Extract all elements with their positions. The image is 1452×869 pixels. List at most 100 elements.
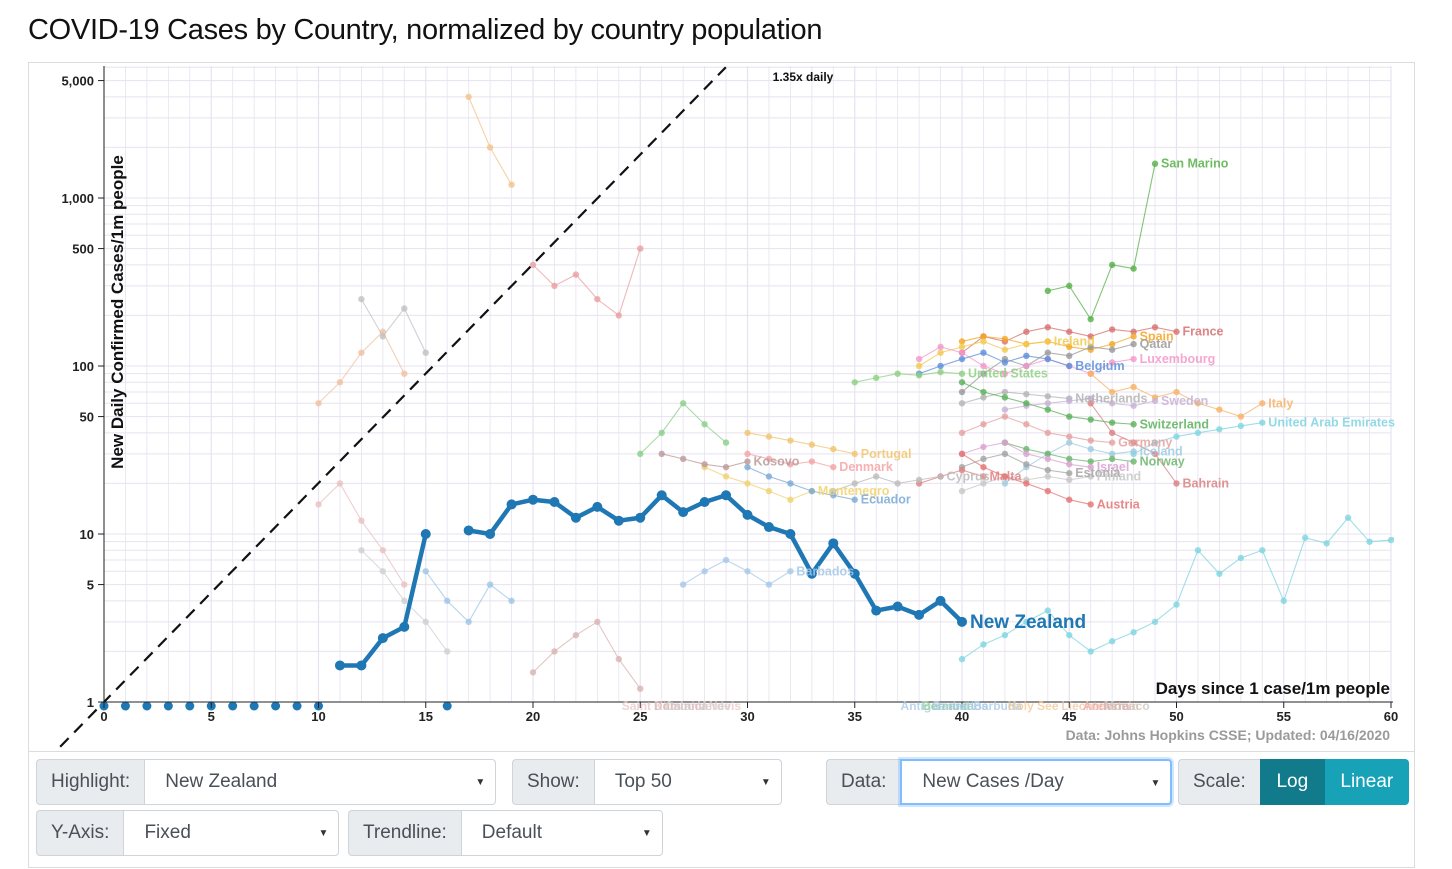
series-point	[422, 618, 429, 626]
trendline-select[interactable]: Default ▼	[460, 810, 663, 856]
series-point	[1130, 448, 1137, 455]
series-point	[1323, 540, 1330, 547]
highlight-point	[806, 568, 817, 579]
series-point	[1387, 536, 1394, 544]
series-label: Ireland	[1054, 334, 1095, 348]
highlight-point	[763, 522, 774, 533]
series-point	[1066, 476, 1073, 484]
series-point	[1001, 394, 1009, 401]
series-point	[1001, 473, 1009, 480]
highlight-point	[420, 529, 431, 539]
series-point	[401, 597, 408, 605]
series-point	[1044, 487, 1051, 495]
y-tick-label: 100	[72, 359, 94, 374]
series-point	[1130, 333, 1137, 340]
series-point	[1023, 618, 1030, 626]
highlight-point	[871, 605, 882, 616]
highlight-select[interactable]: New Zealand ▼	[144, 759, 497, 805]
series-point	[358, 349, 365, 356]
series-point	[1044, 393, 1051, 400]
series-point	[444, 597, 451, 605]
series-point	[1023, 362, 1030, 370]
scale-linear-button[interactable]: Linear	[1324, 759, 1409, 805]
series-point	[1066, 461, 1073, 468]
y-tick-label: 500	[72, 242, 94, 257]
series-point	[1044, 450, 1051, 458]
series-point	[1108, 450, 1116, 458]
series-label: Spain	[1140, 329, 1174, 343]
series-label: San Marino	[1161, 157, 1229, 171]
series-point	[486, 581, 494, 588]
series-point	[1001, 406, 1009, 413]
trendline-label: 1.35x daily	[773, 70, 834, 84]
trendline-value: Default	[481, 822, 542, 843]
series-point	[980, 394, 987, 401]
series-point	[1087, 395, 1094, 402]
series-point	[422, 568, 429, 575]
highlight-point	[485, 529, 496, 539]
series-point	[637, 685, 644, 692]
highlight-zero-point	[228, 701, 238, 711]
series-point	[1001, 359, 1009, 366]
highlight-point	[506, 499, 517, 510]
series-point	[722, 463, 730, 471]
series-point	[551, 282, 558, 290]
show-select[interactable]: Top 50 ▼	[593, 759, 782, 805]
source-note: Data: Johns Hopkins CSSE; Updated: 04/16…	[1066, 727, 1391, 743]
series-point	[808, 458, 816, 465]
trendline-control-label: Trendline:	[348, 810, 461, 856]
yaxis-select[interactable]: Fixed ▼	[123, 810, 340, 856]
x-tick-label: 30	[740, 709, 754, 724]
highlight-point	[463, 525, 474, 536]
series-point	[980, 641, 987, 648]
series-point	[1066, 470, 1073, 477]
series-point	[1087, 463, 1094, 471]
series-point	[1130, 421, 1137, 428]
series-point	[980, 388, 987, 396]
highlight-point	[656, 490, 667, 501]
series-point	[744, 458, 751, 465]
series-point	[1087, 648, 1094, 655]
highlight-zero-point	[142, 701, 152, 711]
series-line	[961, 391, 1070, 404]
show-value: Top 50	[614, 771, 672, 792]
bottom-series-label: Saint Kitts and Nevis	[622, 699, 742, 713]
series-point	[851, 450, 858, 458]
series-point	[1194, 547, 1202, 554]
series-point	[1130, 340, 1137, 348]
y-tick-label: 1	[87, 695, 94, 710]
series-point	[1151, 397, 1159, 405]
series-label: Switzerland	[1140, 417, 1209, 431]
series-point	[1044, 429, 1051, 437]
series-point	[894, 480, 901, 487]
series-point	[1108, 429, 1116, 437]
chart-panel	[28, 62, 1415, 868]
highlight-point	[549, 497, 560, 508]
series-point	[1130, 328, 1137, 335]
series-point	[1108, 455, 1116, 463]
bottom-series-label: Cabo Verde	[665, 699, 731, 713]
bottom-series-label: Dominica	[654, 699, 708, 713]
scale-log-button[interactable]: Log	[1259, 759, 1325, 805]
series-point	[894, 370, 901, 377]
series-line	[532, 621, 641, 690]
scale-control: Scale: Log Linear	[1178, 759, 1409, 805]
series-point	[1194, 429, 1202, 437]
scale-label: Scale:	[1178, 759, 1260, 805]
series-point	[937, 362, 944, 370]
series-label: Qatar	[1140, 337, 1173, 351]
data-select[interactable]: New Cases /Day ▼	[900, 759, 1173, 805]
highlight-line	[468, 493, 964, 624]
series-point	[1023, 421, 1030, 428]
series-point	[1023, 328, 1030, 335]
series-point	[787, 480, 794, 487]
series-point	[615, 655, 622, 663]
series-point	[1066, 362, 1073, 370]
series-point	[1066, 352, 1073, 360]
series-point	[1087, 370, 1094, 377]
series-point	[1130, 383, 1137, 391]
series-line	[833, 475, 941, 492]
series-point	[1066, 496, 1073, 503]
series-point	[958, 655, 966, 663]
series-point	[1151, 439, 1159, 446]
